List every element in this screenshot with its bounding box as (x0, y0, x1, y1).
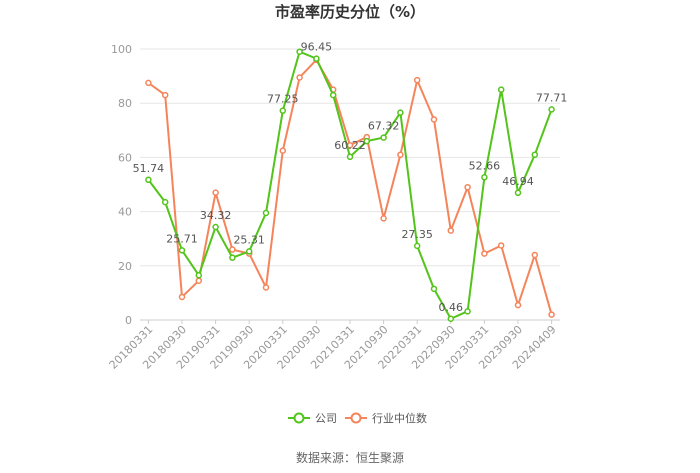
y-tick-label: 80 (118, 97, 132, 110)
data-point[interactable] (245, 248, 253, 255)
data-point[interactable] (212, 223, 219, 231)
data-point[interactable] (481, 174, 488, 181)
data-point[interactable] (363, 137, 371, 145)
data-label: 25.71 (166, 232, 198, 245)
data-point[interactable] (279, 107, 287, 114)
data-label: 77.25 (267, 93, 299, 106)
data-label: 25.31 (233, 233, 265, 246)
data-point[interactable] (262, 209, 270, 217)
data-point[interactable] (430, 285, 438, 293)
data-label: 52.66 (469, 159, 501, 172)
data-point[interactable] (296, 74, 303, 81)
data-point[interactable] (514, 301, 522, 309)
data-label: 60.22 (334, 139, 366, 152)
data-point[interactable] (430, 116, 438, 123)
y-tick-label: 0 (125, 314, 132, 327)
data-point[interactable] (397, 151, 404, 158)
data-label: 27.35 (401, 228, 433, 241)
data-point[interactable] (380, 134, 387, 141)
data-point[interactable] (548, 311, 555, 318)
y-tick-label: 60 (118, 151, 132, 164)
data-point[interactable] (161, 91, 169, 99)
data-point[interactable] (313, 55, 320, 62)
data-point[interactable] (178, 293, 186, 301)
data-label: 51.74 (133, 162, 165, 175)
data-point[interactable] (195, 277, 203, 284)
series (145, 48, 555, 323)
data-point[interactable] (212, 189, 219, 196)
source-note: 数据来源：恒生聚源 (296, 450, 404, 465)
data-point[interactable] (531, 251, 539, 259)
grid (140, 48, 560, 321)
data-label: 77.71 (536, 91, 568, 104)
data-point[interactable] (447, 227, 455, 234)
data-point[interactable] (161, 198, 169, 206)
data-point[interactable] (262, 284, 270, 291)
data-point[interactable] (413, 242, 421, 250)
data-point[interactable] (229, 254, 236, 261)
data-point[interactable] (178, 247, 186, 254)
legend-label[interactable]: 行业中位数 (372, 411, 427, 425)
data-point[interactable] (447, 315, 455, 323)
data-point[interactable] (145, 79, 152, 87)
data-label: 67.32 (368, 120, 400, 133)
y-tick-label: 20 (118, 260, 132, 273)
data-point[interactable] (346, 153, 354, 161)
y-tick-label: 40 (118, 206, 132, 219)
series-line (147, 50, 553, 320)
data-point[interactable] (195, 272, 203, 279)
data-point[interactable] (380, 215, 387, 222)
data-point[interactable] (464, 308, 471, 315)
data-label: 34.32 (200, 209, 232, 222)
data-point[interactable] (497, 242, 505, 249)
data-label: 0.46 (439, 301, 464, 314)
legend[interactable]: 公司 行业中位数 (288, 411, 427, 425)
data-point[interactable] (514, 189, 522, 197)
data-point[interactable] (413, 76, 421, 84)
data-point[interactable] (481, 250, 488, 257)
data-point[interactable] (145, 176, 152, 184)
data-point[interactable] (229, 246, 236, 253)
data-point[interactable] (548, 106, 555, 113)
series-line (147, 58, 553, 315)
legend-swatch-marker (350, 412, 362, 424)
y-tick-label: 100 (111, 43, 132, 56)
chart-title: 市盈率历史分位（%） (275, 3, 425, 21)
data-point[interactable] (397, 109, 404, 116)
data-point[interactable] (497, 86, 505, 93)
legend-swatch-marker (293, 412, 305, 424)
data-point[interactable] (329, 91, 337, 99)
data-point[interactable] (296, 48, 303, 55)
data-point[interactable] (279, 147, 287, 154)
legend-label[interactable]: 公司 (315, 412, 337, 425)
data-point[interactable] (464, 183, 471, 191)
data-label: 46.94 (502, 175, 534, 188)
data-point[interactable] (531, 151, 539, 158)
data-label: 96.45 (301, 41, 333, 54)
